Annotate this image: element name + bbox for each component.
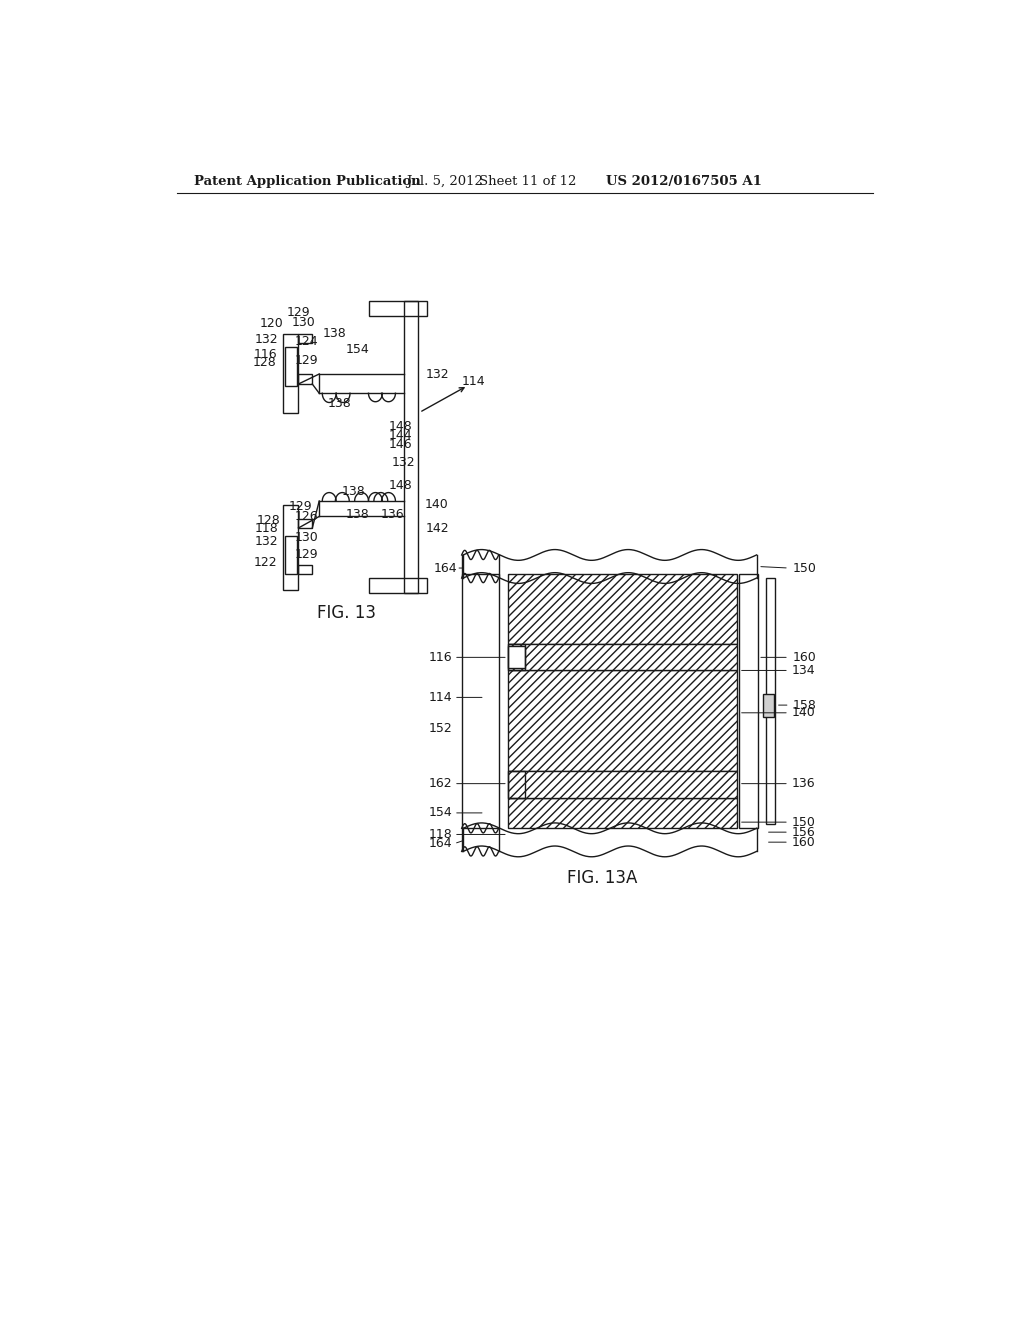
Bar <box>508 644 525 671</box>
Text: FIG. 13A: FIG. 13A <box>566 870 637 887</box>
Text: 142: 142 <box>425 521 449 535</box>
Text: 138: 138 <box>342 484 366 498</box>
Text: 150: 150 <box>792 816 815 829</box>
Text: Sheet 11 of 12: Sheet 11 of 12 <box>479 176 577 187</box>
Text: 130: 130 <box>294 531 318 544</box>
Text: 132: 132 <box>255 536 279 548</box>
Text: 120: 120 <box>259 317 283 330</box>
Bar <box>508 771 525 797</box>
Bar <box>298 334 312 343</box>
Bar <box>763 693 773 717</box>
Text: US 2012/0167505 A1: US 2012/0167505 A1 <box>606 176 762 187</box>
Text: Patent Application Publication: Patent Application Publication <box>194 176 421 187</box>
Bar <box>285 536 297 574</box>
Text: 160: 160 <box>792 836 815 849</box>
Text: 140: 140 <box>425 499 449 511</box>
Bar <box>285 347 297 385</box>
Text: 138: 138 <box>346 508 370 520</box>
Bar <box>370 578 427 594</box>
Text: 130: 130 <box>292 315 315 329</box>
Text: Jul. 5, 2012: Jul. 5, 2012 <box>407 176 483 187</box>
Text: 128: 128 <box>257 513 281 527</box>
Text: 158: 158 <box>793 698 816 711</box>
Text: 144: 144 <box>388 429 412 442</box>
Text: 129: 129 <box>287 306 310 319</box>
Text: 118: 118 <box>429 828 453 841</box>
Text: 122: 122 <box>253 556 276 569</box>
Text: 146: 146 <box>388 438 412 451</box>
Text: 116: 116 <box>253 348 276 362</box>
Bar <box>739 574 758 829</box>
Text: 164: 164 <box>429 837 453 850</box>
Text: 126: 126 <box>294 510 317 523</box>
Bar <box>298 565 312 574</box>
Text: 136: 136 <box>792 777 815 791</box>
Text: 162: 162 <box>429 777 453 791</box>
Text: 124: 124 <box>294 335 317 348</box>
Text: 156: 156 <box>792 825 815 838</box>
Text: 148: 148 <box>388 420 412 433</box>
Text: 114: 114 <box>462 375 485 388</box>
Bar <box>508 574 737 644</box>
Text: 128: 128 <box>253 356 276 370</box>
Text: 132: 132 <box>392 455 416 469</box>
Bar <box>403 301 418 594</box>
Text: 164: 164 <box>433 561 457 574</box>
Text: 138: 138 <box>328 397 352 409</box>
Bar <box>508 771 737 797</box>
Bar <box>298 374 312 384</box>
Bar <box>462 574 499 829</box>
Bar <box>508 645 525 668</box>
Bar <box>508 797 737 829</box>
Bar <box>283 334 298 412</box>
Text: 154: 154 <box>429 807 453 820</box>
Text: 160: 160 <box>793 651 816 664</box>
Text: 150: 150 <box>793 561 816 574</box>
Bar <box>370 301 427 317</box>
Bar <box>283 506 298 590</box>
Text: 148: 148 <box>388 479 412 492</box>
Text: 114: 114 <box>429 690 453 704</box>
Text: 132: 132 <box>255 333 279 346</box>
Text: 129: 129 <box>289 500 312 513</box>
Bar <box>766 578 775 825</box>
Text: 129: 129 <box>294 354 317 367</box>
Text: 136: 136 <box>381 508 404 520</box>
Text: 140: 140 <box>792 706 815 719</box>
Bar <box>508 671 737 771</box>
Text: 152: 152 <box>429 722 453 735</box>
Bar <box>298 519 312 528</box>
Text: 132: 132 <box>425 367 449 380</box>
Text: 129: 129 <box>294 548 317 561</box>
Text: 138: 138 <box>323 327 346 341</box>
Text: 118: 118 <box>255 521 279 535</box>
Bar <box>508 644 737 671</box>
Text: FIG. 13: FIG. 13 <box>316 603 376 622</box>
Text: 116: 116 <box>429 651 453 664</box>
Text: 134: 134 <box>792 664 815 677</box>
Text: 154: 154 <box>346 343 370 356</box>
